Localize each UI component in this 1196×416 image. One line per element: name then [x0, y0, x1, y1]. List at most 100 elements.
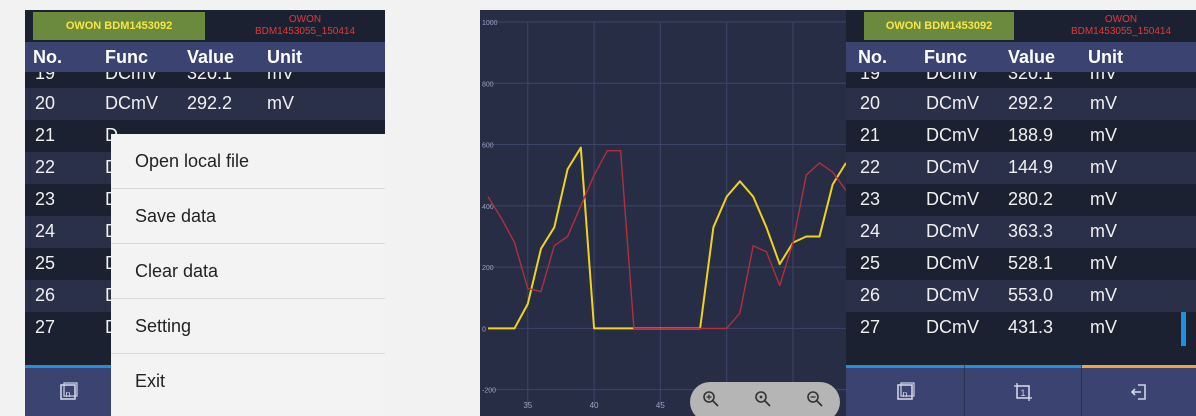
header-func: Func	[924, 47, 967, 67]
y-tick-label: 1000	[482, 20, 498, 27]
cell-no: 22	[35, 157, 56, 177]
zoom-out-icon[interactable]	[806, 390, 828, 412]
cell-no: 20	[860, 93, 881, 113]
right-phone-screen: OWON BDM1453092 OWON BDM1453055_150414 N…	[846, 10, 1196, 416]
cell-func: DCmV	[926, 189, 979, 209]
file-tab[interactable]: OWON BDM1453055_150414	[1041, 12, 1196, 40]
cell-unit: mV	[1090, 317, 1117, 337]
cell-value: 320.1	[187, 72, 233, 83]
cell-unit: mV	[1090, 189, 1117, 209]
device-tabs: OWON BDM1453092 OWON BDM1453055_150414	[846, 10, 1196, 42]
svg-text:1: 1	[1020, 388, 1025, 398]
cell-no: 22	[860, 157, 881, 177]
device-tabs: OWON BDM1453092 OWON BDM1453055_150414	[25, 10, 385, 42]
cell-func: DCmV	[926, 93, 979, 113]
n-icon: n	[897, 382, 915, 400]
cell-value: 188.9	[1008, 125, 1054, 145]
toolbar-button-1[interactable]: 1	[965, 368, 1081, 416]
cell-no: 19	[860, 72, 881, 83]
data-table: 19 DCmV 320.1 mV 20 DCmV 292.2 mV 21 DCmV 188.…	[846, 72, 1196, 344]
zoom-controls	[690, 382, 840, 416]
header-unit: Unit	[1088, 47, 1123, 67]
series-line-2	[487, 149, 846, 330]
cell-no: 26	[860, 285, 881, 305]
cell-unit: mV	[1090, 72, 1117, 83]
table-row[interactable]: 21 DCmV 188.9 mV	[846, 120, 1196, 152]
menu-setting[interactable]: Setting	[111, 299, 385, 354]
table-row[interactable]: 20 DCmV 292.2 mV	[25, 88, 385, 120]
device-tab[interactable]: OWON BDM1453092	[864, 12, 1014, 40]
file-tab-brand: OWON	[288, 14, 322, 25]
device-tab[interactable]: OWON BDM1453092	[33, 12, 205, 40]
toolbar-separator	[964, 368, 965, 416]
file-tab-name: BDM1453055_150414	[254, 26, 356, 37]
cell-no: 21	[860, 125, 881, 145]
cell-no: 27	[860, 317, 881, 337]
toolbar-button-n[interactable]: n	[25, 368, 111, 416]
cell-value: 320.1	[1008, 72, 1054, 83]
cell-no: 21	[35, 125, 56, 145]
table-row[interactable]: 26 DCmV 553.0 mV	[846, 280, 1196, 312]
toolbar-button-n[interactable]: n	[846, 368, 964, 416]
file-tab-brand: OWON	[1104, 14, 1138, 25]
cell-value: 431.3	[1008, 317, 1054, 337]
toolbar-indicator	[965, 365, 1081, 368]
options-menu: Open local file Save data Clear data Set…	[111, 134, 385, 416]
table-row[interactable]: 20 DCmV 292.2 mV	[846, 88, 1196, 120]
scrollbar-thumb[interactable]	[1181, 312, 1186, 346]
file-tab[interactable]: OWON BDM1453055_150414	[220, 12, 385, 40]
cell-func: DCmV	[926, 157, 979, 177]
cell-func: DCmV	[926, 221, 979, 241]
cell-no: 20	[35, 93, 56, 113]
cell-value: 292.2	[1008, 93, 1054, 113]
table-row[interactable]: 19 DCmV 320.1 mV	[25, 72, 385, 88]
cell-unit: mV	[1090, 285, 1117, 305]
header-value: Value	[187, 47, 235, 67]
menu-exit[interactable]: Exit	[135, 371, 166, 391]
cell-unit: mV	[1090, 157, 1117, 177]
toolbar-indicator	[846, 365, 964, 368]
cell-no: 19	[35, 72, 56, 83]
cell-value: 553.0	[1008, 285, 1054, 305]
cell-no: 27	[35, 317, 56, 337]
cell-value: 528.1	[1008, 253, 1054, 273]
toolbar-button-exit[interactable]	[1082, 368, 1196, 416]
y-tick-label: 800	[482, 81, 494, 88]
table-row[interactable]: 25 DCmV 528.1 mV	[846, 248, 1196, 280]
cell-no: 23	[860, 189, 881, 209]
cell-no: 24	[35, 221, 56, 241]
toolbar-indicator	[25, 365, 111, 368]
cell-func: DCmV	[105, 72, 158, 83]
svg-text:n: n	[902, 389, 907, 399]
menu-open-local-file[interactable]: Open local file	[111, 134, 385, 189]
cell-unit: mV	[1090, 253, 1117, 273]
x-tick-label: 35	[523, 401, 532, 410]
y-tick-label: 200	[482, 265, 494, 272]
cell-value: 363.3	[1008, 221, 1054, 241]
cell-no: 26	[35, 285, 56, 305]
left-phone-screen: OWON BDM1453092 OWON BDM1453055_150414 N…	[25, 10, 385, 416]
table-row[interactable]: 23 DCmV 280.2 mV	[846, 184, 1196, 216]
cell-no: 24	[860, 221, 881, 241]
table-row[interactable]: 27 DCmV 431.3 mV	[846, 312, 1196, 344]
cell-no: 25	[860, 253, 881, 273]
y-tick-label: 0	[482, 326, 486, 333]
cell-func: DCmV	[926, 317, 979, 337]
zoom-reset-icon[interactable]	[754, 390, 776, 412]
file-tab-name: BDM1453055_150414	[1070, 26, 1172, 37]
toolbar-separator	[1081, 368, 1082, 416]
table-row[interactable]: 22 DCmV 144.9 mV	[846, 152, 1196, 184]
menu-save-data[interactable]: Save data	[111, 189, 385, 244]
header-unit: Unit	[267, 47, 302, 67]
zoom-in-icon[interactable]	[702, 390, 724, 412]
cell-no: 23	[35, 189, 56, 209]
n-icon: n	[60, 382, 78, 400]
table-row[interactable]: 19 DCmV 320.1 mV	[846, 72, 1196, 88]
y-tick-label: 600	[482, 143, 494, 150]
cell-unit: mV	[1090, 125, 1117, 145]
y-tick-label: 400	[482, 204, 494, 211]
menu-clear-data[interactable]: Clear data	[111, 244, 385, 299]
table-row[interactable]: 24 DCmV 363.3 mV	[846, 216, 1196, 248]
